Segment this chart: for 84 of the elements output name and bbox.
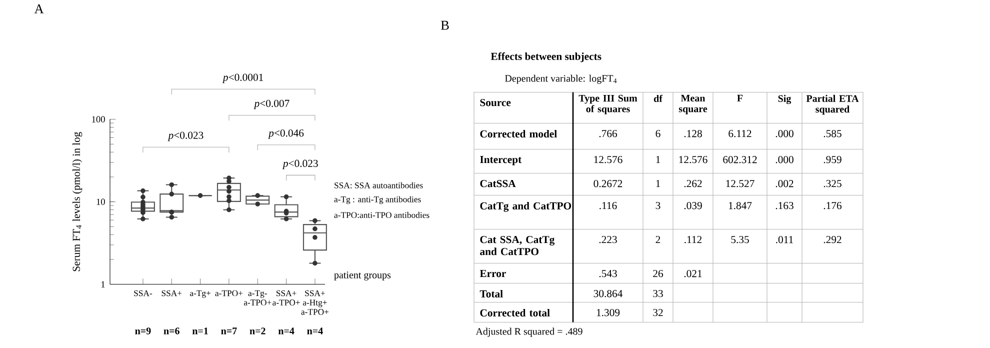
text: 12.576 bbox=[594, 156, 622, 164]
text: .262 bbox=[684, 180, 702, 188]
text: 2 bbox=[656, 236, 660, 243]
x-tick-label: SSA- bbox=[134, 290, 152, 296]
text: .000 bbox=[776, 130, 794, 138]
text: Effects between subjects bbox=[490, 52, 602, 62]
text: .585 bbox=[824, 130, 842, 138]
text: a-Tg : anti-Tg antibodies bbox=[334, 196, 421, 204]
x-axis-title: patient groups bbox=[334, 272, 391, 280]
text: 1.847 bbox=[728, 202, 752, 210]
category-label: Type III Sum of squares bbox=[578, 94, 638, 114]
x-tick-label: a-Tg+ bbox=[190, 290, 210, 298]
text: 26 bbox=[653, 270, 664, 278]
annotation: p<0.046 bbox=[268, 129, 304, 139]
category-label: Error bbox=[480, 270, 506, 277]
text: .112 bbox=[684, 236, 702, 244]
text: n=6 bbox=[164, 327, 180, 334]
text: .176 bbox=[824, 202, 842, 210]
category-label: Corrected total bbox=[480, 308, 550, 316]
annotation: p<0.023 bbox=[282, 160, 318, 170]
y-tick-label: 1 bbox=[101, 281, 105, 288]
category-label: Corrected model bbox=[480, 130, 557, 138]
text: Dependent variable: logFT$_{4}$ bbox=[505, 74, 617, 84]
text: 0.2672 bbox=[594, 180, 622, 188]
x-tick-label: SSA+ a-TPO+ bbox=[272, 290, 300, 306]
text: B bbox=[440, 20, 449, 30]
text: 3 bbox=[656, 202, 660, 210]
text: 30.864 bbox=[594, 290, 622, 298]
text: 6 bbox=[656, 130, 660, 138]
text: 1.309 bbox=[596, 308, 620, 316]
category-label: CatTg and CatTPO bbox=[480, 202, 572, 212]
text: 33 bbox=[653, 290, 663, 298]
y-tick-label: 10 bbox=[96, 198, 105, 205]
text: .292 bbox=[824, 236, 842, 244]
chart-title: A bbox=[34, 4, 44, 14]
text: .021 bbox=[684, 270, 702, 278]
category-label: Partial ETA squared bbox=[806, 94, 859, 114]
text: .223 bbox=[599, 236, 617, 244]
text: 1 bbox=[656, 180, 660, 187]
text: n=1 bbox=[192, 328, 208, 334]
category-label: Mean square bbox=[678, 94, 708, 114]
text: .959 bbox=[824, 156, 842, 164]
text: n=4 bbox=[278, 328, 294, 334]
category-label: Intercept bbox=[480, 156, 522, 166]
text: p<0.007 bbox=[254, 100, 290, 110]
category-label: F bbox=[737, 94, 743, 102]
text: 12.576 bbox=[679, 156, 708, 164]
text: 602.312 bbox=[723, 156, 757, 164]
x-tick-label: a-Tg- a-TPO+ bbox=[244, 290, 272, 306]
text: 6.112 bbox=[728, 130, 752, 138]
text: .002 bbox=[776, 180, 794, 188]
text: 1 bbox=[656, 156, 660, 163]
text: .543 bbox=[599, 270, 617, 278]
category-label: Total bbox=[480, 290, 503, 298]
text: 32 bbox=[653, 308, 663, 316]
annotation: p<0.023 bbox=[168, 132, 204, 141]
x-tick-label: SSA+ bbox=[162, 290, 182, 296]
category-label: df bbox=[654, 94, 663, 102]
text: .116 bbox=[600, 202, 617, 210]
text: .325 bbox=[824, 180, 842, 188]
text: 5.35 bbox=[731, 236, 749, 244]
text: .766 bbox=[599, 130, 618, 138]
y-axis-title: Serum FT$_{4}$ levels (pmol/l) in log bbox=[72, 132, 82, 271]
text: n=2 bbox=[250, 328, 266, 334]
category-label: Source bbox=[480, 98, 511, 106]
text: .039 bbox=[684, 202, 702, 210]
category-label: CatSSA bbox=[480, 180, 516, 188]
text: 12.527 bbox=[726, 180, 754, 188]
category-label: Cat SSA, CatTg and CatTPO bbox=[480, 236, 555, 256]
category-label: Sig bbox=[778, 94, 792, 104]
text: n=7 bbox=[221, 328, 237, 334]
y-tick-label: 100 bbox=[92, 116, 105, 122]
text: n=9 bbox=[135, 327, 151, 334]
text: p<0.0001 bbox=[222, 74, 263, 83]
text: .000 bbox=[776, 156, 794, 164]
text: n=4 bbox=[307, 328, 323, 334]
text: SSA: SSA autoantibodies bbox=[334, 182, 423, 188]
x-tick-label: SSA+ a-Htg+ a-TPO+ bbox=[301, 290, 329, 315]
text: .128 bbox=[684, 130, 702, 138]
text: a-TPO:anti-TPO antibodies bbox=[334, 212, 430, 218]
text: .163 bbox=[776, 202, 794, 210]
text: .011 bbox=[776, 236, 793, 244]
text: Adjusted R squared = .489 bbox=[476, 328, 582, 337]
x-tick-label: a-TPO+ bbox=[215, 290, 243, 296]
